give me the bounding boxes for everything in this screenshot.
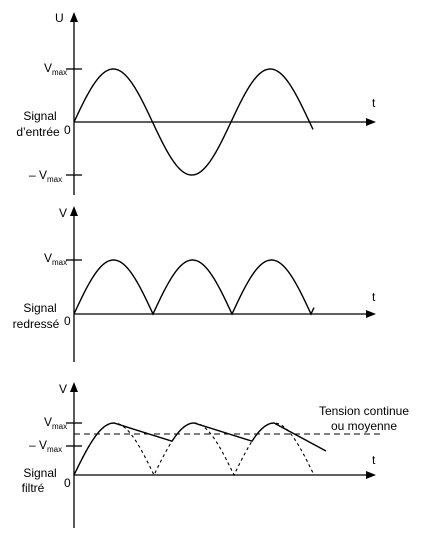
rectified-wave [73, 259, 315, 316]
vmax-label: Vmax [44, 415, 67, 431]
sine-wave [73, 68, 314, 176]
y-axis-arrow [70, 12, 78, 22]
signal-label-line1: Signal [23, 301, 56, 315]
signal-label-line1: Signal [23, 466, 56, 480]
x-axis-label: t [372, 290, 376, 304]
signal-label-line2: d’entrée [16, 125, 60, 139]
x-axis-arrow [366, 118, 376, 126]
y-axis-label: V [59, 382, 67, 396]
vmax-label: Vmax [44, 61, 67, 77]
average-label-line1: Tension continue [319, 404, 409, 418]
y-axis-arrow [70, 382, 78, 392]
vmax-label: Vmax [44, 251, 67, 267]
x-axis-arrow [366, 471, 376, 479]
panel-rectified-signal: V t Vmax 0 Signal redressé [13, 206, 376, 362]
neg-vmax-label: – Vmax [29, 438, 62, 454]
origin-label: 0 [64, 123, 71, 137]
panel-filtered-signal: V t Vmax – Vmax 0 Signal filtré Tension … [22, 382, 409, 528]
y-axis-label: U [55, 11, 64, 25]
average-label-line2: ou moyenne [331, 419, 397, 433]
x-axis-arrow [366, 310, 376, 318]
x-axis-label: t [372, 96, 376, 110]
x-axis-label: t [372, 453, 376, 467]
filtered-wave [73, 422, 327, 476]
signal-label-line2: filtré [22, 481, 45, 495]
origin-label: 0 [64, 314, 71, 328]
y-axis-label: V [59, 206, 67, 220]
unfiltered-wave-dashed [73, 422, 315, 477]
neg-vmax-label: – Vmax [29, 168, 62, 184]
origin-label: 0 [64, 476, 71, 490]
y-axis-arrow [70, 206, 78, 216]
panel-input-signal: U t Vmax – Vmax 0 Signal d’entrée [16, 11, 376, 195]
signal-label-line2: redressé [13, 317, 60, 331]
signal-label-line1: Signal [23, 109, 56, 123]
